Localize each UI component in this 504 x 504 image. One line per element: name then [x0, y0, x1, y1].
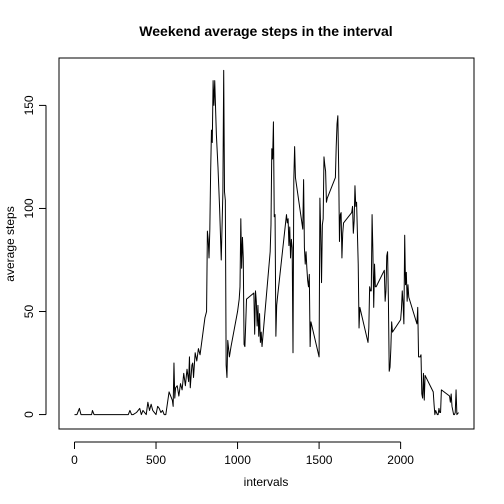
x-axis: 0 500 1000 1500 2000 — [71, 442, 414, 467]
x-tick-label: 2000 — [387, 453, 414, 467]
y-tick-label: 0 — [22, 411, 36, 418]
x-tick-label: 0 — [71, 453, 78, 467]
x-tick-label: 500 — [146, 453, 166, 467]
y-axis-label: average steps — [3, 206, 17, 281]
x-axis-label: intervals — [244, 475, 289, 489]
x-tick-label: 1000 — [224, 453, 251, 467]
y-axis: 0 50 100 150 — [22, 95, 46, 418]
y-tick-label: 50 — [22, 305, 36, 319]
x-tick-label: 1500 — [306, 453, 333, 467]
y-tick-label: 150 — [22, 95, 36, 115]
series-line — [74, 70, 458, 414]
y-tick-label: 100 — [22, 198, 36, 218]
chart-title: Weekend average steps in the interval — [139, 23, 392, 39]
plot-frame — [59, 58, 474, 429]
